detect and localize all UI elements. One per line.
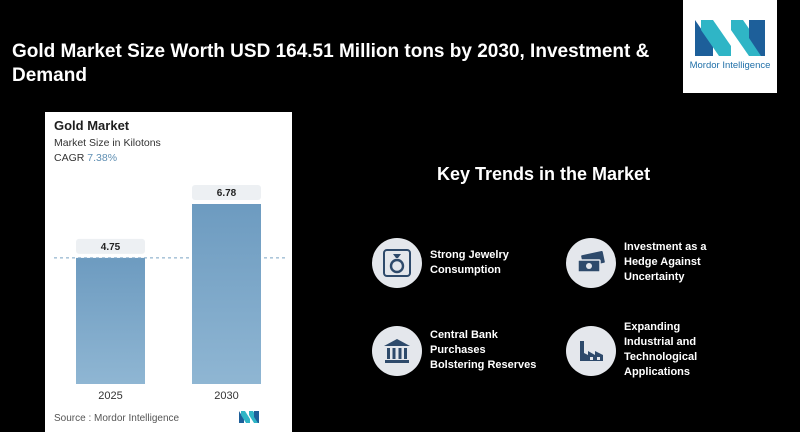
bar-chart: 4.75 2025 6.78 2030 — [54, 185, 285, 402]
mini-logo-icon — [239, 411, 259, 423]
trend-label: Central Bank Purchases Bolstering Reserv… — [430, 329, 537, 371]
bar — [76, 257, 145, 384]
logo-text: Mordor Intelligence — [689, 60, 771, 71]
ring-icon — [372, 238, 422, 288]
source-label: Source : — [54, 413, 92, 424]
x-tick-label: 2025 — [98, 390, 122, 402]
cagr-label: CAGR — [54, 152, 85, 164]
bar — [192, 204, 261, 384]
trend-label: Strong Jewelry Consumption — [430, 249, 509, 276]
source-value: Mordor Intelligence — [94, 413, 180, 424]
page-headline: Gold Market Size Worth USD 164.51 Millio… — [12, 41, 650, 86]
data-label-box — [76, 238, 145, 254]
data-label: 6.78 — [217, 188, 237, 199]
factory-icon — [566, 326, 616, 376]
banknote-icon — [566, 238, 616, 288]
chart-subtitle: Market Size in Kilotons — [54, 137, 161, 149]
data-label: 4.75 — [101, 242, 121, 253]
trend-label: Expanding Industrial and Technological A… — [624, 321, 698, 378]
x-tick-label: 2030 — [214, 390, 238, 402]
chart-title: Gold Market — [54, 118, 130, 133]
trends-title: Key Trends in the Market — [437, 164, 651, 184]
chart-card: Gold Market Market Size in Kilotons CAGR… — [45, 112, 292, 432]
mordor-logo: Mordor Intelligence — [683, 0, 777, 93]
data-label-box — [192, 185, 261, 200]
bank-building-icon — [372, 326, 422, 376]
trend-label: Investment as a Hedge Against Uncertaint… — [624, 241, 707, 283]
cagr-value: 7.38% — [87, 152, 118, 164]
mordor-logo-icon — [695, 20, 765, 56]
cagr-line: CAGR 7.38% — [54, 152, 117, 164]
source-line: Source : Mordor Intelligence — [54, 413, 179, 424]
